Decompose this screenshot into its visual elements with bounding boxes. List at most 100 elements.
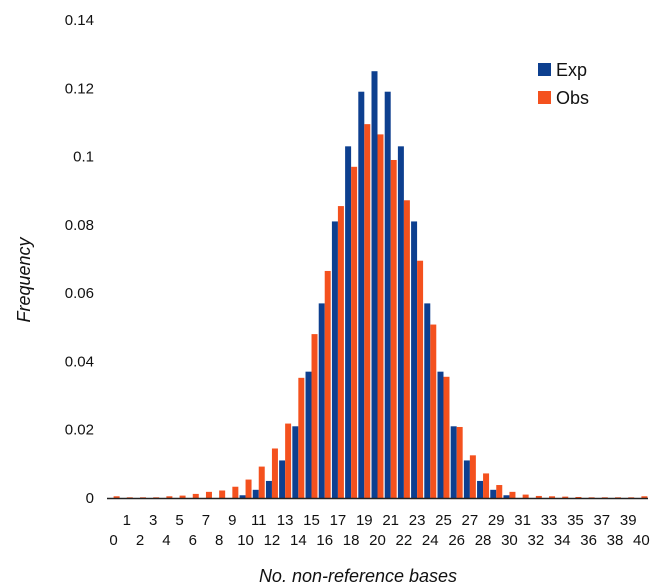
y-axis-title: Frequency	[14, 236, 34, 322]
bar-obs-18	[351, 166, 358, 498]
bar-exp-14	[292, 426, 299, 498]
bar-obs-5	[179, 495, 186, 498]
bar-obs-15	[311, 334, 318, 498]
bar-obs-28	[483, 473, 490, 498]
x-tick-label: 1	[123, 512, 131, 529]
bar-exp-11	[252, 489, 259, 498]
bar-obs-0	[113, 496, 120, 498]
x-tick-label: 23	[409, 512, 426, 529]
x-axis-title: No. non-reference bases	[259, 566, 457, 586]
x-tick-label: 17	[330, 512, 347, 529]
bar-obs-9	[232, 486, 239, 498]
x-tick-label: 22	[396, 532, 413, 549]
legend: Exp Obs	[538, 60, 589, 108]
bar-exp-16	[318, 303, 325, 498]
y-tick-label: 0.1	[73, 149, 94, 166]
bar-obs-24	[430, 324, 437, 498]
bar-exp-28	[477, 480, 484, 498]
x-tick-label: 29	[488, 512, 505, 529]
x-tick-label: 19	[356, 512, 373, 529]
x-tick-label: 30	[501, 532, 518, 549]
x-tick-label: 40	[633, 532, 650, 549]
bar-exp-30	[503, 495, 510, 498]
bar-exp-15	[305, 371, 312, 498]
x-tick-label: 13	[277, 512, 294, 529]
y-tick-label: 0	[86, 490, 94, 507]
y-tick-labels: 0 0.02 0.04 0.06 0.08 0.1 0.12 0.14	[65, 12, 94, 507]
bar-exp-29	[490, 489, 497, 498]
x-tick-label: 34	[554, 532, 571, 549]
x-tick-label: 37	[593, 512, 610, 529]
legend-label-exp: Exp	[556, 60, 587, 80]
x-tick-label: 7	[202, 512, 210, 529]
bar-obs-21	[390, 159, 397, 499]
bar-obs-19	[364, 124, 371, 498]
x-tick-label: 0	[109, 532, 117, 549]
bar-obs-22	[403, 200, 410, 498]
bar-obs-25	[443, 376, 450, 498]
bar-exp-27	[463, 460, 470, 498]
bar-obs-27	[469, 455, 476, 498]
bar-obs-38	[615, 497, 622, 499]
bar-obs-4	[166, 496, 173, 498]
x-tick-label: 36	[580, 532, 597, 549]
bar-obs-30	[509, 491, 516, 498]
x-tick-label: 28	[475, 532, 492, 549]
y-tick-label: 0.08	[65, 217, 94, 234]
bar-exp-13	[279, 460, 286, 498]
y-tick-label: 0.12	[65, 80, 94, 97]
bar-obs-36	[588, 497, 595, 499]
x-tick-label: 31	[514, 512, 531, 529]
bar-exp-26	[450, 426, 457, 498]
y-tick-label: 0.04	[65, 353, 94, 370]
y-tick-label: 0.02	[65, 422, 94, 439]
bar-obs-34	[562, 496, 569, 498]
bar-exp-21	[384, 91, 391, 498]
bar-obs-37	[601, 497, 608, 499]
bar-obs-31	[522, 494, 529, 498]
bar-exp-19	[358, 91, 365, 498]
bar-obs-29	[496, 485, 503, 498]
bar-obs-26	[456, 426, 463, 498]
legend-swatch-obs	[538, 91, 551, 104]
bar-obs-16	[324, 270, 331, 498]
x-tick-label: 12	[264, 532, 281, 549]
x-tick-label: 38	[607, 532, 624, 549]
bar-exp-24	[424, 303, 431, 498]
x-tick-label: 11	[251, 512, 267, 529]
y-tick-label: 0.06	[65, 285, 94, 302]
bar-obs-1	[126, 497, 133, 499]
legend-label-obs: Obs	[556, 88, 589, 108]
x-tick-label: 21	[382, 512, 399, 529]
bar-obs-8	[219, 490, 226, 498]
bar-obs-32	[535, 495, 542, 498]
x-tick-label: 39	[620, 512, 637, 529]
bar-obs-40	[641, 496, 648, 498]
bar-obs-14	[298, 377, 305, 498]
x-tick-label: 35	[567, 512, 584, 529]
bar-exp-25	[437, 371, 444, 498]
x-tick-label: 14	[290, 532, 307, 549]
bar-exp-23	[411, 221, 418, 498]
bar-obs-2	[139, 497, 146, 499]
bar-obs-13	[285, 423, 292, 498]
x-tick-label: 9	[228, 512, 236, 529]
bar-obs-17	[337, 206, 344, 498]
x-tick-label: 24	[422, 532, 439, 549]
x-tick-label: 25	[435, 512, 452, 529]
bar-obs-39	[628, 497, 635, 499]
x-tick-label: 32	[527, 532, 544, 549]
bar-obs-33	[549, 496, 556, 498]
x-tick-labels: 0123456789101112131415161718192021222324…	[109, 512, 649, 549]
bar-obs-23	[417, 260, 424, 498]
bar-obs-10	[245, 479, 252, 498]
bar-obs-3	[153, 497, 160, 499]
bar-exp-17	[331, 221, 338, 498]
x-tick-label: 5	[175, 512, 183, 529]
bar-exp-20	[371, 71, 378, 499]
x-tick-label: 26	[448, 532, 465, 549]
bar-exp-10	[239, 495, 246, 498]
x-tick-label: 3	[149, 512, 157, 529]
